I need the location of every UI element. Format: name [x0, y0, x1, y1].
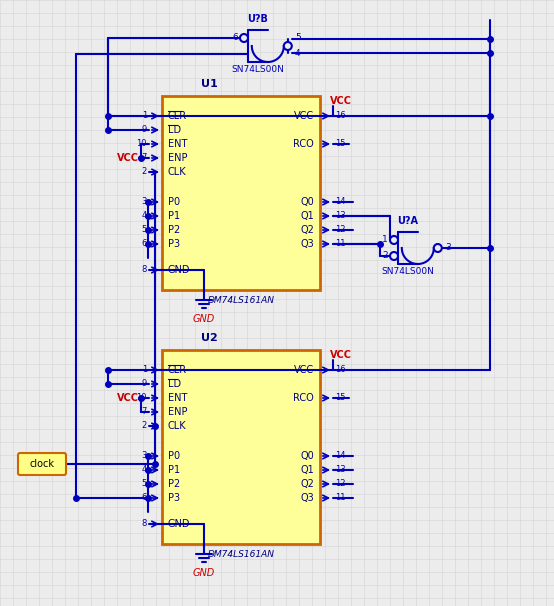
Text: 5: 5: [295, 33, 301, 42]
Text: CLK: CLK: [168, 421, 187, 431]
Text: 9: 9: [142, 379, 147, 388]
Text: 15: 15: [335, 393, 346, 402]
Text: 4: 4: [142, 211, 147, 221]
Text: GND: GND: [193, 568, 215, 578]
Text: 14: 14: [335, 198, 346, 207]
Text: GND: GND: [168, 519, 191, 529]
Text: 12: 12: [335, 479, 346, 488]
Text: CLK: CLK: [168, 167, 187, 177]
Text: P3: P3: [168, 493, 180, 503]
Text: 3: 3: [142, 198, 147, 207]
Text: VCC: VCC: [117, 393, 139, 403]
Text: 5: 5: [142, 479, 147, 488]
Text: 1: 1: [382, 236, 388, 244]
Text: P2: P2: [168, 225, 180, 235]
Text: VCC: VCC: [294, 365, 314, 375]
Text: 8: 8: [142, 519, 147, 528]
Text: 6: 6: [142, 239, 147, 248]
Text: 6: 6: [142, 493, 147, 502]
Text: 6: 6: [232, 33, 238, 42]
Text: U?B: U?B: [248, 14, 268, 24]
Text: 15: 15: [335, 139, 346, 148]
Text: Q0: Q0: [300, 197, 314, 207]
Text: 2: 2: [142, 167, 147, 176]
Text: 9: 9: [142, 125, 147, 135]
Circle shape: [284, 42, 292, 50]
Text: GND: GND: [193, 314, 215, 324]
Text: 1: 1: [142, 112, 147, 121]
Circle shape: [434, 244, 442, 252]
FancyBboxPatch shape: [162, 350, 320, 544]
Text: 3: 3: [142, 451, 147, 461]
Text: DM74LS161AN: DM74LS161AN: [208, 550, 274, 559]
Text: 10: 10: [136, 139, 147, 148]
Text: RCO: RCO: [293, 393, 314, 403]
Text: 12: 12: [335, 225, 346, 235]
Text: SN74LS00N: SN74LS00N: [232, 65, 284, 74]
FancyBboxPatch shape: [162, 96, 320, 290]
Text: U?A: U?A: [397, 216, 418, 226]
Text: P3: P3: [168, 239, 180, 249]
Text: GND: GND: [168, 265, 191, 275]
Circle shape: [240, 34, 248, 42]
FancyBboxPatch shape: [18, 453, 66, 475]
Text: Q3: Q3: [300, 493, 314, 503]
Text: Q0: Q0: [300, 451, 314, 461]
Text: 7: 7: [142, 153, 147, 162]
Text: 8: 8: [142, 265, 147, 275]
Text: 4: 4: [142, 465, 147, 474]
Text: Q3: Q3: [300, 239, 314, 249]
Text: 11: 11: [335, 493, 346, 502]
Text: ENP: ENP: [168, 153, 187, 163]
Text: LD: LD: [168, 125, 181, 135]
Text: U2: U2: [201, 333, 218, 343]
Text: 5: 5: [142, 225, 147, 235]
Text: ENT: ENT: [168, 393, 187, 403]
Text: 4: 4: [295, 50, 300, 59]
Text: SN74LS00N: SN74LS00N: [382, 267, 434, 276]
Text: clock: clock: [29, 459, 54, 469]
Text: LD: LD: [168, 379, 181, 389]
Text: P1: P1: [168, 465, 180, 475]
Text: CLR: CLR: [168, 111, 187, 121]
Text: Q2: Q2: [300, 225, 314, 235]
Text: U1: U1: [201, 79, 218, 89]
Text: ENT: ENT: [168, 139, 187, 149]
Text: CLR: CLR: [168, 365, 187, 375]
Text: Q1: Q1: [300, 211, 314, 221]
Text: 1: 1: [142, 365, 147, 375]
Text: 7: 7: [142, 407, 147, 416]
Text: ENP: ENP: [168, 407, 187, 417]
Text: 2: 2: [142, 422, 147, 430]
Text: 16: 16: [335, 112, 346, 121]
Text: 14: 14: [335, 451, 346, 461]
Text: VCC: VCC: [294, 111, 314, 121]
Text: DM74LS161AN: DM74LS161AN: [208, 296, 274, 305]
Text: 13: 13: [335, 465, 346, 474]
Text: 10: 10: [136, 393, 147, 402]
Text: VCC: VCC: [117, 153, 139, 163]
Text: VCC: VCC: [330, 96, 352, 106]
Text: P1: P1: [168, 211, 180, 221]
Text: P0: P0: [168, 197, 180, 207]
Text: P0: P0: [168, 451, 180, 461]
Text: 16: 16: [335, 365, 346, 375]
Text: Q2: Q2: [300, 479, 314, 489]
Text: VCC: VCC: [330, 350, 352, 360]
Text: 13: 13: [335, 211, 346, 221]
Text: Q1: Q1: [300, 465, 314, 475]
Text: P2: P2: [168, 479, 180, 489]
Circle shape: [390, 252, 398, 260]
Text: RCO: RCO: [293, 139, 314, 149]
Text: 2: 2: [382, 251, 388, 261]
Text: 11: 11: [335, 239, 346, 248]
Text: 3: 3: [445, 244, 450, 253]
Circle shape: [390, 236, 398, 244]
